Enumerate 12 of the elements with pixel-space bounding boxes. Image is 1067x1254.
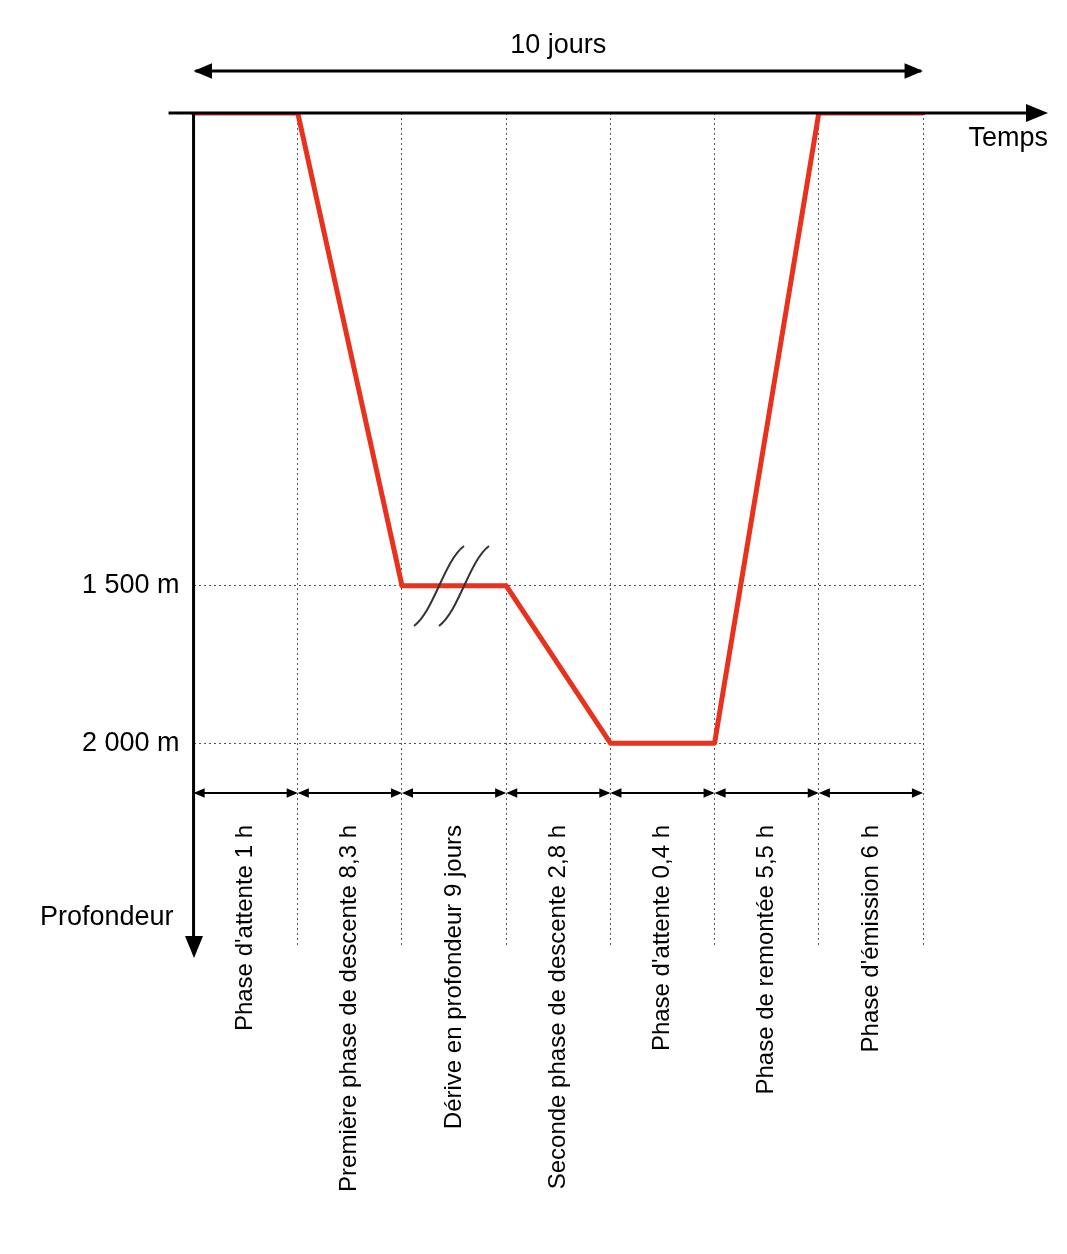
y-tick-label: 1 500 m [82,569,180,600]
x-axis-title: Temps [968,121,1048,152]
annotation: Phase d'émission 6 h [855,825,883,1053]
annotation: Dérive en profondeur 9 jours [438,825,466,1130]
annotation: Seconde phase de descente 2,8 h [542,825,570,1190]
text: 10 jours [510,28,607,59]
annotation: Phase d'attente 0,4 h [647,825,675,1052]
annotation: Phase d'attente 1 h [230,825,258,1032]
annotation: Première phase de descente 8,3 h [334,825,362,1192]
y-tick-label: 2 000 m [82,726,180,757]
y-axis-title: Profondeur [39,901,174,932]
annotation: Phase de remontée 5,5 h [751,825,779,1095]
